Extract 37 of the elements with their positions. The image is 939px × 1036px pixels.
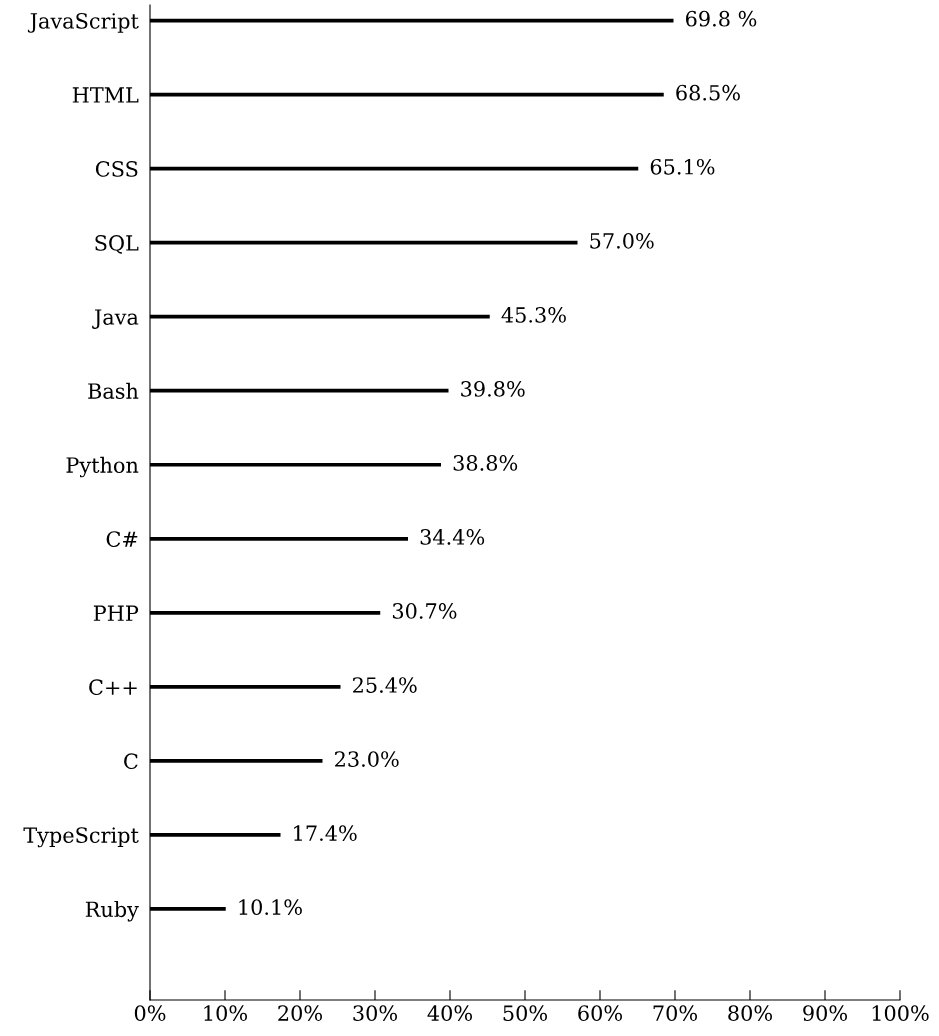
y-tick-label: PHP [93, 605, 139, 621]
x-tick-label: 70% [653, 1005, 697, 1021]
y-tick-label: Bash [88, 382, 139, 399]
y-tick-label: HTML [72, 87, 139, 103]
x-tick-label: 0% [134, 1005, 166, 1021]
data-label: 45.3% [501, 306, 566, 323]
data-label: 25.4% [353, 677, 417, 693]
data-label: 17.4% [294, 825, 357, 841]
y-tick-label: Ruby [85, 901, 139, 922]
data-label: 23.0% [335, 751, 399, 767]
y-tick-label: Java [92, 309, 139, 329]
y-tick-label: C# [106, 531, 138, 547]
data-label: 30.7% [392, 603, 457, 619]
data-label: 38.8% [453, 455, 518, 471]
x-tick-label: 100% [872, 1005, 929, 1021]
x-tick-label: 80% [728, 1005, 772, 1021]
data-label: 65.1% [650, 158, 715, 175]
x-tick-label: 90% [803, 1005, 847, 1021]
data-label: 10.1% [239, 899, 302, 915]
data-label: 68.5% [676, 84, 740, 101]
y-tick-label: TypeScript [23, 827, 139, 848]
y-tick-label: C [124, 753, 138, 770]
y-tick-label: C++ [89, 679, 137, 696]
data-label: 57.0% [590, 232, 654, 249]
x-tick-label: 60% [578, 1005, 622, 1021]
data-label: 69.8 % [686, 10, 757, 27]
y-tick-label: CSS [95, 161, 138, 177]
y-tick-label: Python [66, 456, 139, 478]
x-tick-label: 30% [353, 1005, 397, 1021]
x-tick-label: 50% [503, 1005, 547, 1021]
y-tick-label: JavaScript [27, 13, 139, 33]
x-tick-label: 10% [204, 1005, 247, 1021]
x-tick-label: 20% [278, 1005, 322, 1021]
data-label: 34.4% [420, 529, 485, 545]
data-label: 39.8% [461, 381, 525, 397]
y-tick-label: SQL [95, 235, 139, 254]
x-tick-label: 40% [427, 1005, 472, 1021]
